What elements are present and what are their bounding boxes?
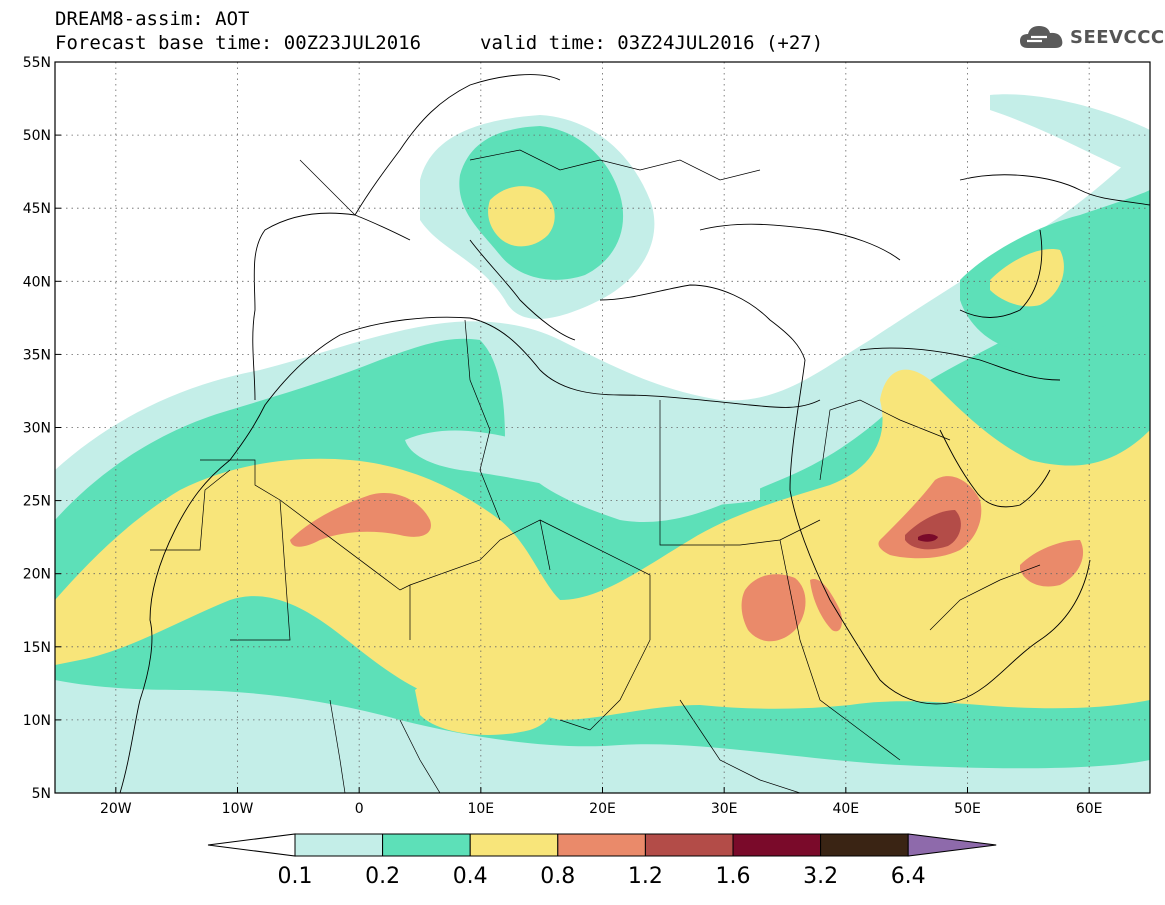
lon-tick-label: 10E [467,801,494,817]
colorbar-label: 3.2 [803,864,838,889]
colorbar-segment [732,833,822,857]
lon-tick-label: 20W [100,801,132,817]
lat-tick-label: 20N [23,567,51,583]
lat-tick-label: 40N [23,274,51,290]
longitude-labels: 20W 10W 0 10E 20E 30E 40E 50E 60E [100,787,1103,817]
lat-tick-label: 45N [23,201,51,217]
lat-tick-label: 55N [23,55,51,71]
colorbar-upper-arrow [907,833,997,857]
map-title: DREAM8-assim: AOT [55,8,250,30]
valid-time: valid time: 03Z24JUL2016 (+27) [480,32,824,54]
lat-tick-label: 15N [23,640,51,656]
lon-tick-label: 60E [1076,801,1103,817]
logo-text: SEEVCCC [1070,26,1165,48]
lon-tick-label: 40E [832,801,859,817]
colorbar-label: 1.2 [628,864,663,889]
map-gridlines [55,62,1150,793]
lon-tick-label: 0 [355,801,364,817]
coastlines [119,74,1150,793]
latitude-labels: 5N 10N 15N 20N 25N 30N 35N 40N 45N 50N 55N [23,55,61,802]
colorbar-lower-arrow [207,833,296,857]
aot-level-6 [918,534,938,542]
aot-level-3 [55,186,1150,735]
colorbar: 0.1 0.2 0.4 0.8 1.2 1.6 3.2 6.4 [207,833,997,889]
lat-tick-label: 10N [23,713,51,729]
colorbar-label: 0.1 [278,864,313,889]
lon-tick-label: 30E [711,801,738,817]
lat-tick-label: 5N [32,786,51,802]
colorbar-segment [557,833,646,857]
lat-tick-label: 35N [23,347,51,363]
colorbar-segment [644,833,734,857]
colorbar-label: 1.6 [716,864,751,889]
colorbar-label: 0.4 [453,864,488,889]
lat-tick-label: 50N [23,128,51,144]
colorbar-segment [294,833,384,857]
lat-tick-label: 30N [23,421,51,437]
colorbar-segment [469,833,559,857]
colorbar-segment [820,833,909,857]
lat-tick-label: 25N [23,494,51,510]
lon-tick-label: 10W [222,801,254,817]
country-borders [150,149,1041,793]
colorbar-label: 6.4 [891,864,926,889]
colorbar-label: 0.2 [365,864,400,889]
lon-tick-label: 20E [589,801,616,817]
colorbar-label: 0.8 [540,864,575,889]
lon-tick-label: 50E [954,801,981,817]
colorbar-segment [382,833,471,857]
cloud-logo-icon [1020,26,1063,48]
seevccc-logo: SEEVCCC [1018,22,1165,52]
forecast-base-time: Forecast base time: 00Z23JUL2016 [55,32,422,54]
